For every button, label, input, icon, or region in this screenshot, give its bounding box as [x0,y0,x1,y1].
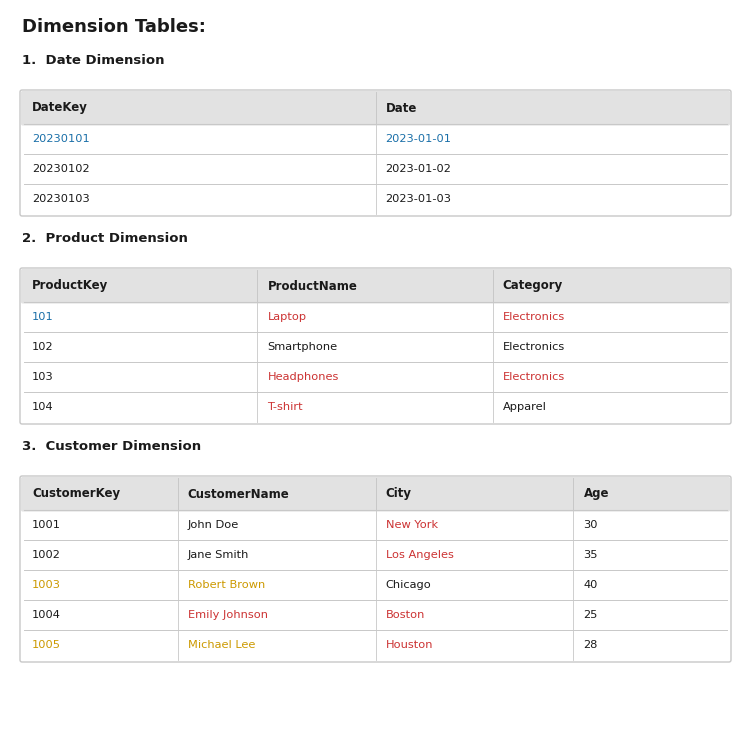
Text: Electronics: Electronics [503,312,565,322]
Text: 1002: 1002 [32,550,61,560]
Text: Jane Smith: Jane Smith [188,550,249,560]
Text: Laptop: Laptop [267,312,306,322]
Text: 20230103: 20230103 [32,194,90,204]
Text: Dimension Tables:: Dimension Tables: [22,18,206,36]
Text: 2023-01-03: 2023-01-03 [385,194,451,204]
FancyBboxPatch shape [20,476,731,662]
FancyBboxPatch shape [21,477,730,512]
Text: 2.  Product Dimension: 2. Product Dimension [22,232,188,245]
Text: CustomerName: CustomerName [188,487,289,501]
Bar [23,494,728,510]
Text: 103: 103 [32,372,54,382]
Text: New York: New York [385,520,438,530]
Text: Robert Brown: Robert Brown [188,580,265,590]
Text: 102: 102 [32,342,53,352]
Bar [23,108,728,124]
Text: 104: 104 [32,402,53,412]
Bar [23,286,728,302]
Text: 35: 35 [584,550,598,560]
FancyBboxPatch shape [20,90,731,216]
Text: CustomerKey: CustomerKey [32,487,120,501]
Text: Los Angeles: Los Angeles [385,550,454,560]
Text: Apparel: Apparel [503,402,547,412]
Text: 40: 40 [584,580,598,590]
Text: 20230102: 20230102 [32,164,89,174]
Text: T-shirt: T-shirt [267,402,303,412]
Text: 3.  Customer Dimension: 3. Customer Dimension [22,440,201,453]
Text: 101: 101 [32,312,54,322]
Text: 25: 25 [584,610,598,620]
Text: Chicago: Chicago [385,580,431,590]
Text: 1003: 1003 [32,580,61,590]
Text: 1005: 1005 [32,640,61,650]
Text: DateKey: DateKey [32,101,88,115]
Text: John Doe: John Doe [188,520,239,530]
Text: Electronics: Electronics [503,342,565,352]
Text: Category: Category [503,279,563,293]
Text: ProductName: ProductName [267,279,357,293]
Text: 1001: 1001 [32,520,61,530]
Text: Electronics: Electronics [503,372,565,382]
Text: 2023-01-02: 2023-01-02 [385,164,451,174]
Text: Boston: Boston [385,610,425,620]
FancyBboxPatch shape [20,268,731,424]
Text: 20230101: 20230101 [32,134,90,144]
Text: ProductKey: ProductKey [32,279,108,293]
Text: Smartphone: Smartphone [267,342,337,352]
FancyBboxPatch shape [21,91,730,125]
Text: 1.  Date Dimension: 1. Date Dimension [22,54,164,67]
Text: Headphones: Headphones [267,372,339,382]
Text: Age: Age [584,487,609,501]
Text: Emily Johnson: Emily Johnson [188,610,267,620]
Text: City: City [385,487,412,501]
Text: Houston: Houston [385,640,433,650]
Text: 28: 28 [584,640,598,650]
Text: 30: 30 [584,520,598,530]
Text: Michael Lee: Michael Lee [188,640,255,650]
Text: Date: Date [385,101,417,115]
FancyBboxPatch shape [21,269,730,303]
Text: 2023-01-01: 2023-01-01 [385,134,451,144]
Text: 1004: 1004 [32,610,61,620]
